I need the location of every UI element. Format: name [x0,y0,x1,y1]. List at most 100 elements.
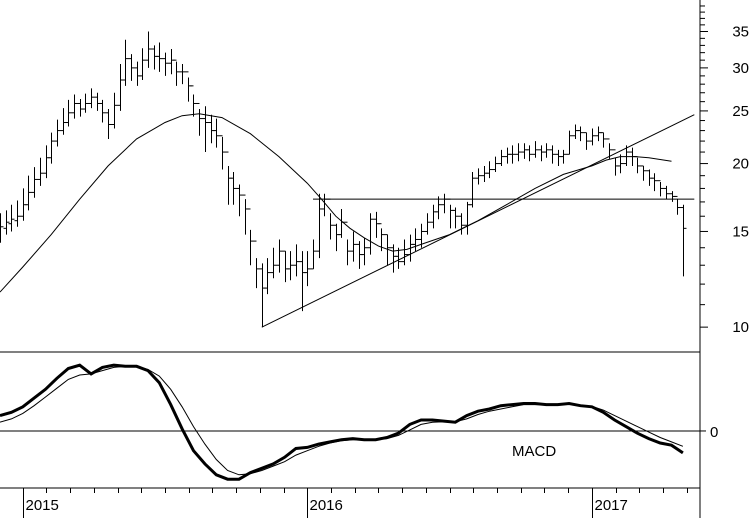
price-bars [0,31,687,328]
macd-panel: MACD [0,363,700,481]
price-bar [344,221,351,266]
macd-label: MACD [512,443,556,460]
price-bar [14,200,21,227]
price-bar [492,156,499,172]
price-bar [418,223,425,248]
price-bar [37,157,44,186]
price-bar [122,39,129,86]
price-bar [657,180,664,197]
price-bar [452,207,459,229]
price-bar [230,171,237,205]
price-bar [99,99,106,123]
price-bar [162,52,169,76]
price-bar [82,93,89,113]
price-bar [310,239,317,270]
price-bar [105,109,112,139]
price-bar [190,85,197,117]
price-y-axis: 10 15 20 25 30 35 [700,5,749,336]
price-bar [202,106,209,153]
price-bar [395,247,402,269]
price-bar [287,251,294,281]
price-bar [617,154,624,174]
price-bar [304,251,311,287]
price-bar [515,143,522,162]
price-bar [412,228,419,252]
macd-y-axis: 0 [700,424,718,441]
price-bar [156,42,163,72]
price-bar [111,92,118,129]
price-bar [600,132,607,148]
price-bar [0,213,4,243]
price-bar [651,173,658,192]
price-bar [253,240,260,289]
macd-line [0,363,684,481]
x-tick-label: 2016 [310,497,343,514]
price-panel [0,0,700,352]
price-bar [145,31,152,68]
price-bar [139,48,146,80]
price-bar [623,145,630,166]
price-bar [589,128,596,146]
price-bar [270,247,277,279]
price-bar [401,239,408,266]
price-bar [674,195,681,215]
x-tick-label: 2015 [26,497,59,514]
price-tick-label: 25 [732,103,749,120]
price-bar [65,99,72,127]
price-bar [526,145,533,162]
price-bar [469,171,476,208]
price-panel-background [0,0,700,352]
price-bar [475,168,482,185]
macd-zero-tick-label: 0 [710,424,718,441]
price-bar [384,234,391,266]
price-bar [31,167,38,198]
price-bar [8,204,15,232]
price-bar [173,59,180,86]
price-bar [219,135,226,170]
price-bar [458,213,465,235]
price-bar [640,165,647,181]
trendlines [261,114,695,328]
price-bar [25,175,32,211]
price-bar [532,141,539,158]
price-bar [236,184,243,217]
price-bar [543,143,550,158]
price-bar [498,149,505,166]
price-tick-label: 15 [732,223,749,240]
price-tick-label: 10 [732,319,749,336]
price-tick-label: 20 [732,156,749,173]
price-bar [264,258,271,295]
price-bar [435,196,442,220]
price-bar [128,54,135,81]
price-bar [48,132,55,164]
price-bar [293,244,300,277]
price-bar [680,204,687,277]
macd-signal-line [0,365,684,476]
price-bar [424,213,431,235]
price-bar [583,132,590,150]
price-tick-label: 30 [732,60,749,77]
price-bar [71,94,78,119]
price-bar [577,126,584,142]
price-bar [509,145,516,164]
price-bar [361,237,368,266]
price-bar [350,231,357,262]
price-bar [3,210,10,235]
x-axis: 2015201620172 [23,488,688,518]
price-bar [276,239,283,273]
price-bar [88,88,95,109]
price-bar [54,119,61,147]
price-bar [566,130,573,155]
price-tick-label: 35 [732,24,749,41]
price-bar [213,118,220,148]
price-bar [247,208,254,266]
price-bar [367,213,374,255]
price-bar [663,185,670,200]
x-tick-label: 2017 [595,497,628,514]
rising-trendline [261,114,695,328]
price-bar [486,161,493,179]
price-bar [549,145,556,164]
price-bar [179,63,186,85]
price-bar [560,149,567,164]
